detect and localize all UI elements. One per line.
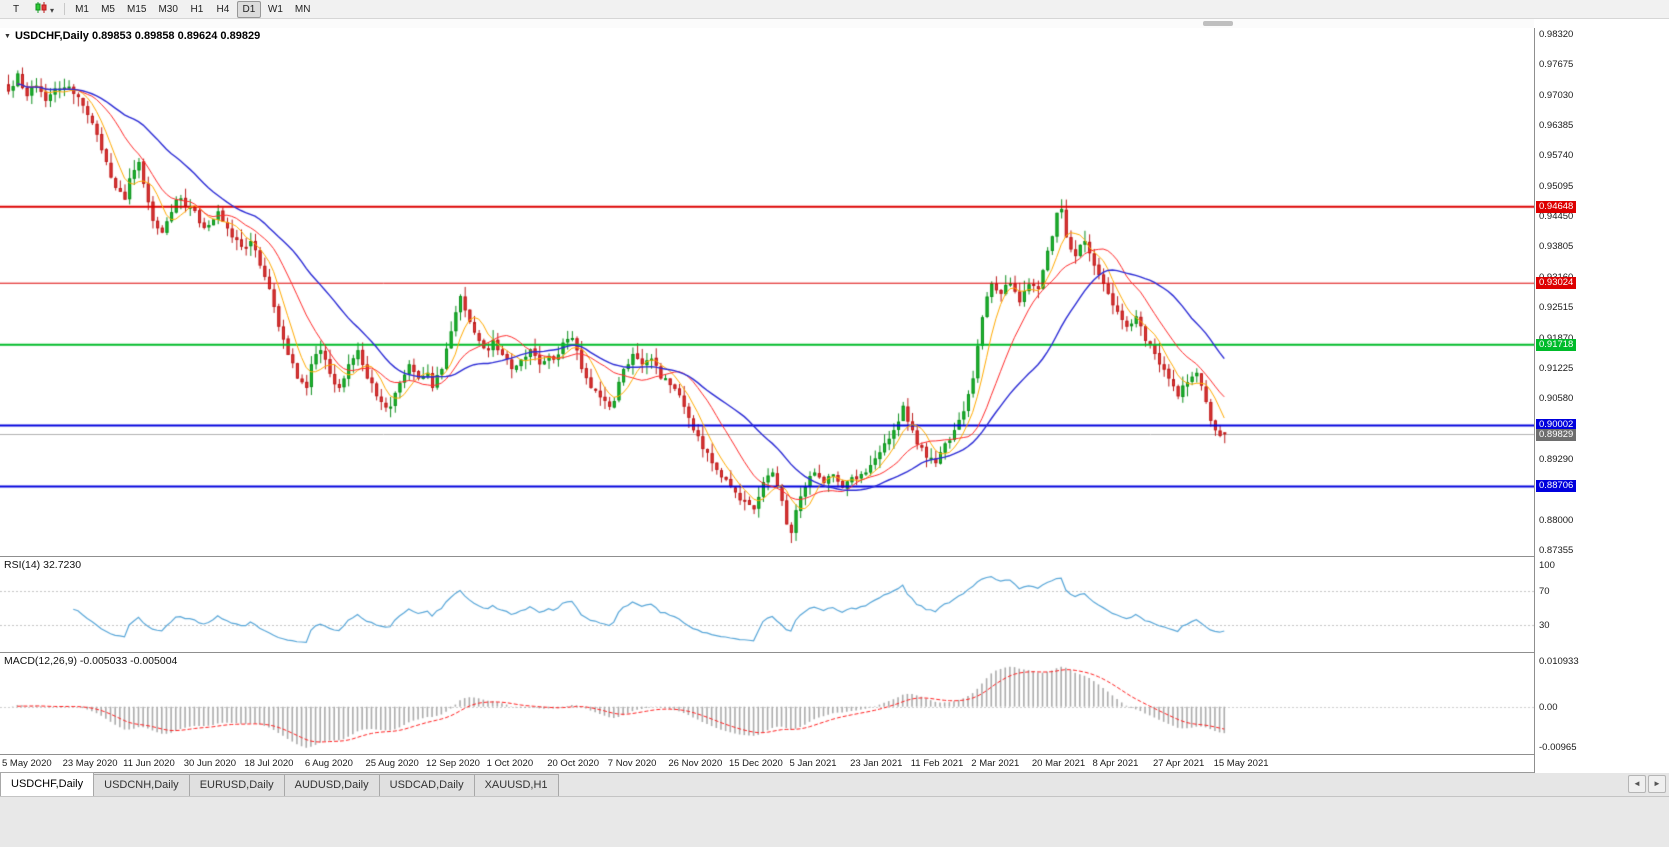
date-axis-label: 15 Dec 2020 [728,758,783,769]
rsi-panel: RSI(14) 32.7230 [0,557,1534,653]
level-price-label: 0.94648 [1536,200,1577,213]
chart-tab-eurusd[interactable]: EURUSD,Daily [188,774,285,796]
timeframe-buttons: M1 M5 M15 M30 H1 H4 D1 W1 MN [69,0,316,18]
tab-scroll-left-icon[interactable]: ◄ [1628,775,1646,793]
toolbar-separator [64,3,66,15]
chart-scrollbar-thumb[interactable] [1203,21,1233,26]
timeframe-button-w1[interactable]: W1 [267,3,283,15]
date-axis-label: 20 Mar 2021 [1031,758,1086,769]
date-axis-label: 11 Jun 2020 [123,758,175,769]
date-axis-label: 12 Sep 2020 [426,758,480,769]
chart-tab-audusd[interactable]: AUDUSD,Daily [283,774,380,796]
rsi-axis-label: 70 [1539,585,1550,597]
ohlc-values: 0.89853 0.89858 0.89624 0.89829 [91,30,261,42]
chart-tab-usdchf[interactable]: USDCHF,Daily [0,772,95,796]
chart-scrollbar[interactable] [0,19,1534,28]
date-axis-label: 15 May 2021 [1213,758,1269,769]
chart-tab-xauusd[interactable]: XAUUSD,H1 [473,774,559,796]
symbol-title: USDCHF,Daily [14,30,89,42]
price-axis-label: 0.95095 [1539,180,1574,192]
macd-axis-label: 0.00 [1539,701,1558,713]
symbol-dropdown-icon[interactable]: ▼ [4,33,11,40]
date-axis-label: 8 Apr 2021 [1092,758,1139,769]
window-bottom-area [0,797,1669,847]
main-chart-panel: ▼ USDCHF,Daily 0.89853 0.89858 0.89624 0.… [0,28,1534,557]
bid-price-label: 0.89829 [1536,428,1577,441]
macd-axis-label: -0.00965 [1539,742,1577,753]
price-axis-label: 0.93805 [1539,241,1574,253]
date-axis-label: 25 Aug 2020 [365,758,419,769]
date-axis-label: 1 Oct 2020 [486,758,534,769]
macd-label: MACD(12,26,9) -0.005033 -0.005004 [4,655,178,667]
timeframe-button-mn[interactable]: MN [294,3,311,15]
chevron-down-icon: ▾ [50,5,55,15]
price-axis-label: 0.87355 [1539,545,1574,556]
rsi-axis-label: 100 [1539,560,1555,571]
rsi-axis-label: 30 [1539,620,1550,632]
date-axis-label: 11 Feb 2021 [910,758,964,769]
price-axis-label: 0.96385 [1539,120,1574,132]
timeframe-button-m15[interactable]: M15 [127,3,147,15]
toolbar: T ▾ M1 M5 M15 M30 H1 H4 D1 W1 MN [0,0,1669,19]
price-axis-label: 0.89290 [1539,453,1574,465]
price-axis-label: 0.98320 [1539,29,1574,40]
price-axis-label: 0.94450 [1539,211,1574,223]
price-axis-label: 0.88000 [1539,514,1574,526]
price-axis-label: 0.97675 [1539,59,1574,71]
price-axis-label: 0.91225 [1539,362,1574,374]
rsi-canvas[interactable] [0,557,1534,652]
price-axis-label: 0.92515 [1539,302,1574,314]
candlestick-icon [35,1,47,13]
date-axis-label: 23 May 2020 [62,758,118,769]
tab-scroll-arrows: ◄ ► [1628,775,1666,793]
price-axis[interactable]: 0.98320 0.97675 0.97030 0.96385 0.95740 0.950… [1534,28,1669,773]
date-axis-label: 6 Aug 2020 [304,758,353,769]
rsi-value: 32.7230 [43,559,82,571]
date-axis-label: 7 Nov 2020 [607,758,657,769]
date-axis-label: 30 Jun 2020 [183,758,237,769]
date-axis-label: 26 Nov 2020 [668,758,723,769]
price-axis-label: 0.97030 [1539,89,1574,101]
chart-tab-usdcnh[interactable]: USDCNH,Daily [93,774,190,796]
level-price-label: 0.88706 [1536,480,1577,493]
price-axis-label: 0.95740 [1539,150,1574,162]
main-chart-canvas[interactable] [0,28,1534,556]
chart-tab-bar: USDCHF,Daily USDCNH,Daily EURUSD,Daily AUDU… [0,772,1669,797]
timeframe-button-d1[interactable]: D1 [236,0,261,18]
pointer-tool-button[interactable]: T [12,3,20,15]
macd-panel: MACD(12,26,9) -0.005033 -0.005004 [0,653,1534,755]
level-price-label: 0.91718 [1536,338,1577,351]
chart-type-button[interactable]: ▾ [30,1,59,18]
price-axis-label: 0.90580 [1539,393,1574,405]
chart-tab-usdcad[interactable]: USDCAD,Daily [378,774,475,796]
tab-scroll-right-icon[interactable]: ► [1648,775,1666,793]
date-axis-label: 23 Jan 2021 [850,758,903,769]
date-axis-label: 18 Jul 2020 [244,758,294,769]
date-axis-label: 20 Oct 2020 [547,758,599,769]
macd-canvas[interactable] [0,653,1534,754]
timeframe-button-m30[interactable]: M30 [158,3,178,15]
price-axis-label: 0.91870 [1539,333,1573,344]
level-price-label: 0.90002 [1536,419,1577,432]
macd-values: -0.005033 -0.005004 [79,655,178,667]
level-price-label: 0.93024 [1536,277,1577,290]
chart-title: ▼ USDCHF,Daily 0.89853 0.89858 0.89624 0.… [4,30,260,42]
timeframe-button-m5[interactable]: M5 [101,3,115,15]
date-axis[interactable]: 5 May 2020 23 May 2020 11 Jun 2020 30 Jun 2… [0,755,1534,773]
date-axis-label: 5 May 2020 [2,758,52,769]
timeframe-button-h4[interactable]: H4 [216,3,230,15]
date-axis-label: 5 Jan 2021 [789,758,837,769]
timeframe-button-h1[interactable]: H1 [190,3,204,15]
date-axis-label: 2 Mar 2021 [971,758,1020,769]
timeframe-button-m1[interactable]: M1 [75,3,89,15]
rsi-label: RSI(14) 32.7230 [4,559,82,571]
date-axis-label: 27 Apr 2021 [1153,758,1205,769]
macd-axis-label: 0.010933 [1539,656,1579,667]
